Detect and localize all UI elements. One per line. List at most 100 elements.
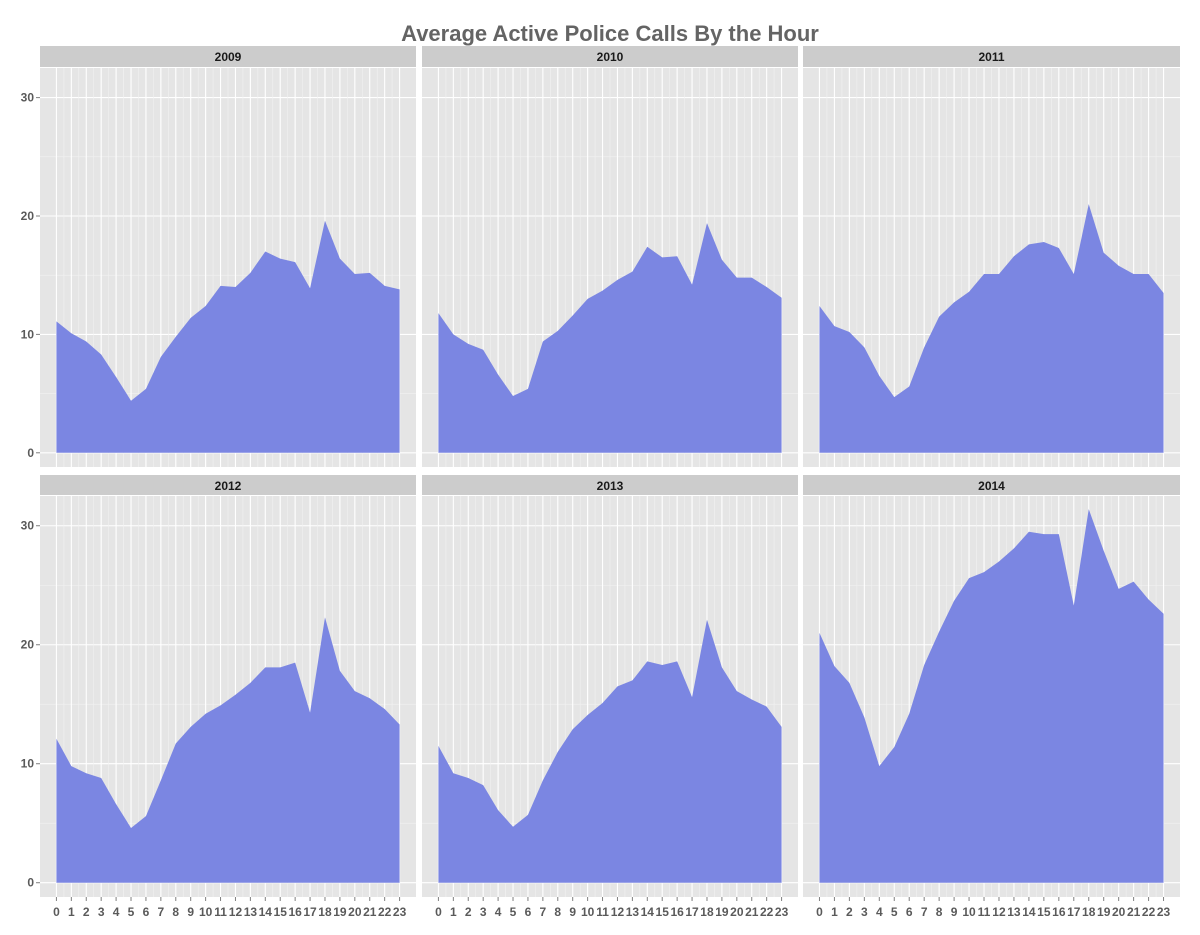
x-tick-label: 5 [891, 905, 898, 919]
x-tick-label: 18 [318, 905, 332, 919]
x-tick-label: 2 [83, 905, 90, 919]
area-series [56, 617, 400, 883]
facet-2009: 2009 0 10 20 30 [21, 46, 416, 467]
x-tick-label: 2 [846, 905, 853, 919]
x-tick-label: 4 [495, 905, 502, 919]
facet-strip-label: 2014 [978, 479, 1005, 493]
x-tick-label: 9 [951, 905, 958, 919]
x-tick-label: 16 [1052, 905, 1066, 919]
y-tick-label: 20 [21, 209, 35, 223]
x-tick-label: 7 [540, 905, 547, 919]
x-tick-label: 22 [1142, 905, 1156, 919]
x-tick-label: 15 [1037, 905, 1051, 919]
x-tick-label: 5 [510, 905, 517, 919]
y-tick-label: 0 [27, 446, 34, 460]
x-tick-label: 16 [670, 905, 684, 919]
x-tick-label: 14 [1022, 905, 1036, 919]
x-tick-label: 13 [626, 905, 640, 919]
area-series [819, 204, 1164, 453]
facet-2010: 2010 [422, 46, 798, 467]
x-tick-label: 1 [831, 905, 838, 919]
x-tick-label: 7 [158, 905, 165, 919]
x-tick-label: 2 [465, 905, 472, 919]
x-tick-label: 15 [274, 905, 288, 919]
x-tick-label: 9 [187, 905, 194, 919]
x-tick-label: 10 [962, 905, 976, 919]
facet-strip-label: 2012 [215, 479, 242, 493]
x-tick-label: 3 [98, 905, 105, 919]
y-tick-label: 30 [21, 519, 35, 533]
x-tick-label: 12 [229, 905, 243, 919]
y-tick-label: 0 [27, 876, 34, 890]
x-tick-label: 0 [53, 905, 60, 919]
x-tick-label: 22 [760, 905, 774, 919]
area-series [438, 223, 782, 453]
x-tick-label: 22 [378, 905, 392, 919]
x-tick-label: 1 [68, 905, 75, 919]
facet-strip-label: 2013 [597, 479, 624, 493]
x-tick-label: 12 [992, 905, 1006, 919]
facet-strip-label: 2010 [597, 50, 624, 64]
x-tick-label: 6 [525, 905, 532, 919]
x-tick-label: 9 [569, 905, 576, 919]
x-tick-label: 1 [450, 905, 457, 919]
facet-strip [803, 46, 1180, 67]
x-tick-label: 13 [1007, 905, 1021, 919]
x-tick-label: 19 [1097, 905, 1111, 919]
facet-strip [422, 46, 798, 67]
x-tick-label: 4 [113, 905, 120, 919]
x-tick-label: 11 [214, 905, 227, 919]
x-tick-label: 10 [581, 905, 595, 919]
x-tick-label: 8 [936, 905, 943, 919]
x-tick-label: 17 [685, 905, 699, 919]
facet-strip-label: 2009 [215, 50, 242, 64]
x-tick-label: 14 [259, 905, 273, 919]
facet-strip [803, 475, 1180, 495]
x-tick-label: 20 [348, 905, 362, 919]
facet-strip-label: 2011 [978, 50, 1004, 64]
chart-title: Average Active Police Calls By the Hour [401, 21, 819, 46]
x-tick-label: 20 [730, 905, 744, 919]
x-tick-label: 18 [700, 905, 714, 919]
x-tick-label: 12 [611, 905, 625, 919]
x-tick-label: 6 [143, 905, 150, 919]
facet-2011: 2011 [803, 46, 1180, 467]
x-tick-label: 19 [715, 905, 729, 919]
x-tick-label: 17 [303, 905, 317, 919]
y-tick-label: 10 [21, 757, 35, 771]
x-tick-label: 14 [641, 905, 655, 919]
x-tick-label: 6 [906, 905, 913, 919]
x-tick-label: 23 [393, 905, 407, 919]
x-tick-label: 21 [1127, 905, 1141, 919]
x-tick-label: 10 [199, 905, 213, 919]
x-tick-label: 11 [596, 905, 609, 919]
facet-strip [40, 475, 416, 495]
x-tick-label: 21 [745, 905, 759, 919]
x-tick-label: 23 [1157, 905, 1171, 919]
x-tick-label: 23 [775, 905, 789, 919]
area-series [56, 220, 400, 453]
x-tick-label: 15 [656, 905, 670, 919]
x-tick-label: 18 [1082, 905, 1096, 919]
x-tick-label: 16 [288, 905, 302, 919]
y-tick-label: 20 [21, 638, 35, 652]
x-tick-label: 4 [876, 905, 883, 919]
x-tick-label: 3 [861, 905, 868, 919]
x-tick-label: 7 [921, 905, 928, 919]
y-tick-label: 10 [21, 327, 35, 341]
x-tick-label: 8 [554, 905, 561, 919]
x-tick-label: 17 [1067, 905, 1081, 919]
x-tick-label: 19 [333, 905, 347, 919]
x-tick-label: 0 [435, 905, 442, 919]
x-tick-label: 21 [363, 905, 377, 919]
area-series [819, 509, 1164, 883]
x-tick-label: 0 [816, 905, 823, 919]
x-tick-label: 5 [128, 905, 135, 919]
facet-strip [40, 46, 416, 67]
y-tick-label: 30 [21, 91, 35, 105]
x-tick-label: 20 [1112, 905, 1126, 919]
